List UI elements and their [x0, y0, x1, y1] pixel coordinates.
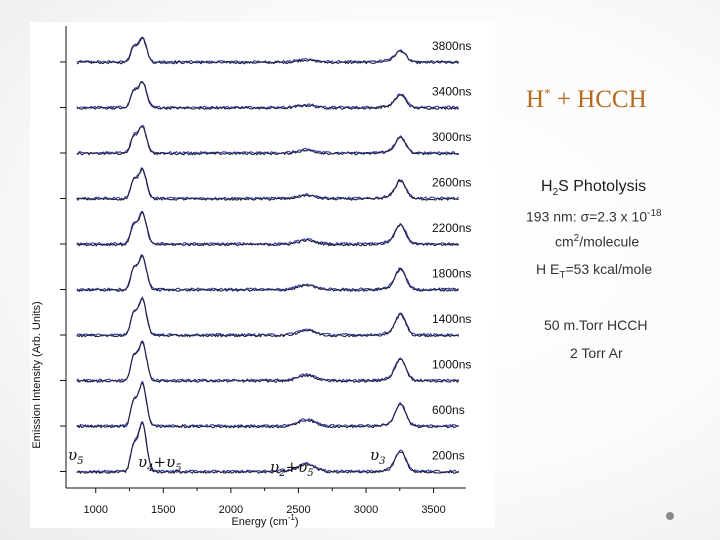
band-label-v4_v5: υ4+υ5: [138, 453, 182, 474]
trace-label: 3000ns: [432, 130, 471, 144]
spectrum-trace-1800ns: [76, 254, 459, 291]
x-tick-label: 1500: [151, 504, 175, 516]
trace-label: 2200ns: [432, 221, 471, 235]
axes-group: 1000 1500 2000 2500 3000 3500 Energy (cm-1) Emi…: [31, 26, 466, 528]
x-tick-label: 3000: [354, 504, 378, 516]
spectrum-trace-2200ns: [76, 210, 459, 246]
trace-label: 1400ns: [432, 312, 471, 326]
title-rest: + HCCH: [550, 86, 647, 113]
trace-group: [76, 36, 460, 474]
trace-label-group: 3800ns 3400ns 3000ns 2600ns 2200ns 1800ns 1400…: [432, 39, 471, 463]
units-exponent: 2: [573, 233, 580, 244]
spectrum-trace-3000ns: [76, 126, 459, 156]
spectrum-trace-3800ns: [76, 36, 459, 64]
hcch-pressure: 50 m.Torr HCCH: [544, 317, 648, 333]
ar-pressure: 2 Torr Ar: [570, 345, 623, 361]
spectrum-trace-3000ns: [76, 125, 459, 155]
spectrum-trace-3800ns: [76, 37, 460, 65]
cross-section-text: 193 nm: σ=2.3 x 10: [526, 208, 648, 225]
x-axis-label: Energy (cm-1): [231, 513, 298, 528]
band-label-v3: υ3: [370, 446, 386, 467]
x-tick-label: 2000: [219, 504, 243, 516]
band-label-v5: υ5: [68, 446, 84, 467]
spectrum-trace-1400ns: [76, 298, 459, 338]
translational-energy: H ET=53 kcal/mole: [536, 261, 652, 281]
spectrum-trace-1000ns: [76, 340, 459, 382]
spectrum-trace-2600ns: [76, 167, 459, 200]
trace-label: 600ns: [432, 403, 465, 417]
spectrum-trace-600ns: [76, 382, 459, 429]
et-text: H E: [536, 261, 560, 277]
et-text-rest: =53 kcal/mole: [565, 261, 653, 277]
title-superscript: *: [544, 85, 551, 101]
et-subscript: T: [559, 269, 566, 281]
spectrum-trace-600ns: [76, 380, 459, 428]
x-tick-label: 2500: [286, 504, 310, 516]
spectrum-trace-1800ns: [76, 254, 459, 292]
units-text: cm: [555, 233, 574, 250]
trace-label: 3800ns: [432, 39, 471, 53]
slide-title: H* + HCCH: [526, 86, 647, 114]
photolysis-subscript: 2: [552, 187, 559, 199]
spectra-chart: 1000 1500 2000 2500 3000 3500 Energy (cm-1) Emi…: [30, 22, 495, 528]
spectrum-trace-200ns: [76, 421, 459, 473]
x-tick-label: 1000: [83, 504, 107, 516]
spectrum-trace-1400ns: [76, 296, 460, 337]
spectrum-trace-200ns: [76, 422, 460, 474]
spectrum-trace-1000ns: [76, 341, 460, 383]
spectrum-trace-2200ns: [76, 211, 459, 247]
spectrum-trace-2600ns: [76, 167, 459, 201]
units-text-rest: /molecule: [579, 233, 640, 250]
trace-label: 2600ns: [432, 176, 471, 190]
cross-section-line-1: 193 nm: σ=2.3 x 10-18: [526, 208, 662, 225]
spectra-plot: 1000 1500 2000 2500 3000 3500 Energy (cm-1) Emi…: [31, 26, 471, 528]
trace-label: 1800ns: [432, 267, 471, 281]
band-label-v2_v5: υ2+υ5: [270, 458, 314, 479]
corner-dot-decoration: [666, 512, 674, 520]
trace-label: 200ns: [432, 449, 465, 463]
x-tick-label: 3500: [421, 504, 445, 516]
photolysis-heading: H2S Photolysis: [541, 178, 646, 198]
cross-section-line-2: cm2/molecule: [555, 233, 639, 250]
cross-section-exponent: -18: [647, 208, 662, 219]
spectrum-trace-3400ns: [76, 81, 460, 110]
photolysis-text-rest: S Photolysis: [558, 178, 647, 195]
title-main: H: [526, 86, 545, 113]
trace-label: 1000ns: [432, 358, 471, 372]
trace-label: 3400ns: [432, 85, 471, 99]
photolysis-text: H: [541, 178, 553, 195]
band-label-group: υ5 υ4+υ5 υ2+υ5 υ3: [68, 446, 386, 479]
y-axis-label: Emission Intensity (Arb. Units): [31, 301, 43, 448]
